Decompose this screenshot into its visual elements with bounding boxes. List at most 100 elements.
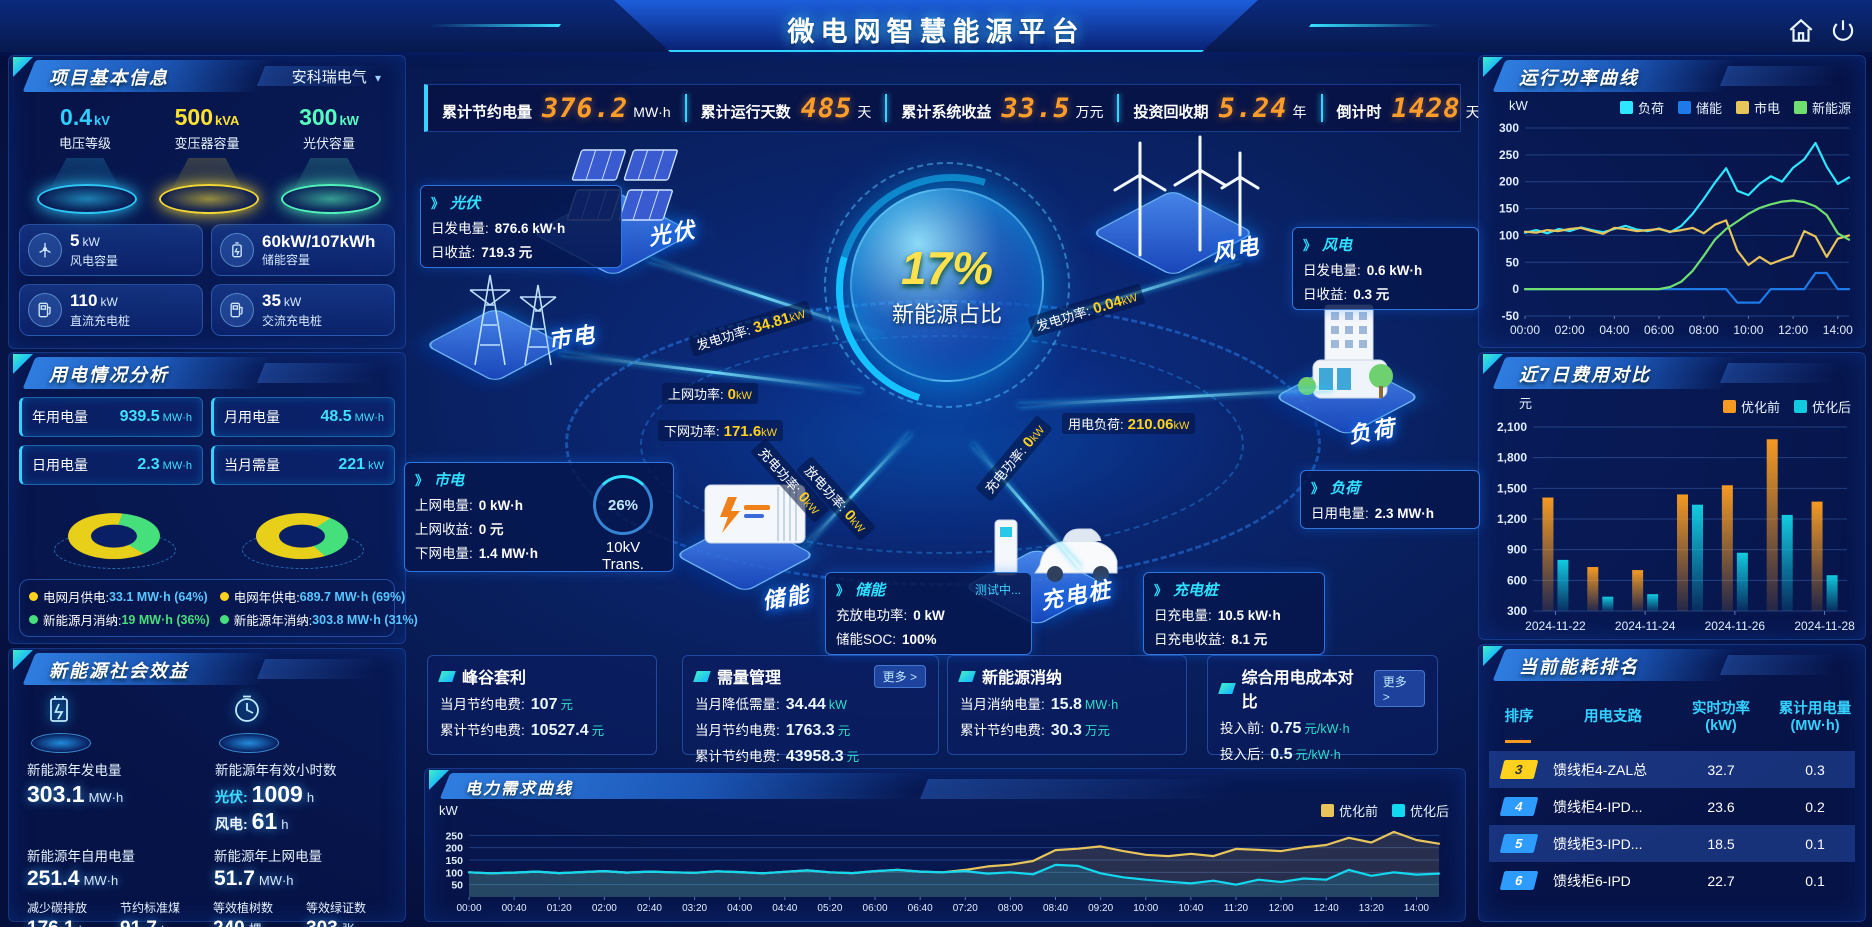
capacity-label: 风电容量: [70, 254, 119, 268]
social-label: 新能源年自用电量: [27, 849, 135, 864]
flow-value: 0: [794, 488, 813, 507]
more-button[interactable]: 更多 >: [1373, 669, 1425, 707]
social-mini-item: 等效植树数 240棵: [213, 897, 302, 927]
spotlight-label: 电压等级: [58, 136, 111, 151]
social-label: 新能源年有效小时数: [215, 763, 337, 778]
svg-text:10:00: 10:00: [1733, 323, 1763, 337]
card-row: 投入前: 0.75 元/kW·h: [1220, 717, 1425, 738]
legend-dot: [219, 592, 229, 601]
usage-stat-unit: kW: [365, 460, 384, 472]
usage-donuts: [19, 495, 395, 571]
capacity-value: 60kW/107kWh: [262, 232, 376, 251]
kpi-divider: [1320, 94, 1323, 122]
box-title: 充电桩: [1173, 582, 1219, 599]
capacity-label: 交流充电桩: [262, 314, 323, 328]
info-row: 上网收益: 0 元: [415, 518, 573, 538]
table-row[interactable]: 3 馈线柜4-ZAL总 32.7 0.3: [1489, 751, 1855, 788]
flow-name: 充电功率:: [755, 444, 804, 497]
beam-load: [1017, 387, 1333, 407]
info-row-label: 日收益:: [431, 245, 476, 260]
svg-text:1,200: 1,200: [1497, 512, 1527, 526]
svg-text:01:20: 01:20: [547, 903, 572, 914]
company-selector[interactable]: 安科瑞电气 ▾: [292, 66, 381, 87]
table-row[interactable]: 4 馈线柜4-IPD... 23.6 0.2: [1489, 788, 1855, 825]
social-value: 251.4 MW·h: [27, 867, 119, 890]
social-benefit-panel: 新能源社会效益 新能源年发电量 303.1 MW·h 新能源年有效小时数 光伏: 1009…: [8, 648, 406, 927]
legend-item: 电网月供电: 33.1 MW·h (64%): [29, 587, 210, 606]
usage-stat-label: 年用电量: [32, 409, 88, 425]
beam-storage: [803, 432, 912, 548]
cost-legend: 优化前 优化后: [1722, 397, 1851, 416]
svg-text:08:00: 08:00: [998, 903, 1023, 914]
branch-name: 馈线柜4-ZAL总: [1553, 761, 1648, 778]
grid-info-box: 》 市电 上网电量: 0 kW·h 上网收益: 0 元下网电量: 1.4 MW·h 26…: [404, 462, 674, 573]
home-button[interactable]: [1786, 16, 1816, 46]
storage-platform: [674, 517, 816, 593]
info-row-value: 876.6 kW·h: [494, 221, 566, 236]
usage-stats: 年用电量 939.5 MW·h 月用电量 48.5 MW·h 日用电量 2.3 MW·h 当…: [19, 397, 395, 485]
table-row[interactable]: 5 馈线柜3-IPD... 18.5 0.1: [1489, 825, 1855, 862]
flow-name: 下网功率:: [664, 424, 720, 439]
social-value: 51.7 MW·h: [214, 867, 294, 890]
kpi-label: 投资回收期: [1133, 103, 1209, 121]
wind-turbines-icon: [1113, 135, 1260, 257]
storage-node-label: 储能: [760, 580, 813, 614]
card-row-value: 107: [530, 696, 558, 713]
card-row: 当月节约电费: 1763.3 元: [695, 719, 926, 740]
card-header: 峰谷套利: [438, 664, 644, 688]
panel-header-tail: [1720, 363, 1841, 383]
info-row-label: 日收益:: [1303, 287, 1348, 302]
capacity-label: 直流充电桩: [70, 314, 131, 328]
flow-unit: kW: [761, 427, 778, 439]
card-row-value: 0.5: [1270, 746, 1293, 763]
panel-header-tail: [920, 779, 1237, 799]
rank-badge: 3: [1499, 760, 1539, 779]
social-big-item: 新能源年有效小时数 光伏: 1009 h 风电: 61 h: [207, 693, 395, 835]
social-value: 91.7t: [120, 918, 209, 927]
ranking-column-header: 实时功率 (kW): [1692, 701, 1750, 734]
card-header: 新能源消纳: [958, 664, 1174, 688]
card-row-value: 15.8: [1050, 696, 1082, 713]
panel-title: 用电情况分析: [49, 365, 169, 385]
pedestal-glow: [31, 733, 91, 753]
table-row[interactable]: 6 馈线柜6-IPD 22.7 0.1: [1489, 862, 1855, 899]
kpi-label: 累计运行天数: [700, 103, 791, 121]
panel-header-tail: [1720, 66, 1841, 86]
card-row-value: 34.44: [785, 696, 826, 713]
card-row: 当月降低需量: 34.44 kW: [695, 693, 926, 714]
legend-value: 303.8 MW·h (31%): [312, 612, 418, 627]
realtime-power: 32.7: [1707, 761, 1735, 778]
card-title: 综合用电成本对比: [1241, 670, 1354, 711]
summary-card: 新能源消纳 当月消纳电量: 15.8 MW·h 累计节约电费: 30.3 万元: [947, 655, 1187, 755]
svg-text:250: 250: [1499, 148, 1519, 162]
more-button[interactable]: 更多 >: [873, 664, 926, 688]
svg-text:900: 900: [1507, 543, 1527, 557]
y-axis-unit: 元: [1519, 396, 1533, 411]
card-row-label: 投入后:: [1220, 747, 1265, 762]
storage-info-box: 》 储能 测试中... 充放电功率: 0 kW 储能SOC: 100%: [825, 572, 1032, 655]
ranking-column-header: 排序: [1504, 709, 1534, 725]
flow-unit: kW: [801, 497, 821, 518]
chevron-down-icon: ▾: [374, 71, 381, 85]
spotlight-pedestal: [159, 184, 259, 214]
kpi-value: 1428: [1391, 92, 1461, 124]
top-bar: 微电网智慧能源平台: [0, 0, 1872, 52]
flow-name: 用电负荷:: [1068, 417, 1124, 432]
beam-grid: [559, 352, 863, 393]
social-label: 减少碳排放: [27, 901, 88, 915]
pv-node-label: 光伏: [646, 216, 699, 250]
svg-text:06:00: 06:00: [863, 903, 888, 914]
social-value: 176.1t: [27, 918, 116, 927]
card-row-label: 当月节约电费:: [440, 697, 525, 712]
power-button[interactable]: [1828, 16, 1858, 46]
panel-title: 近7日费用对比: [1519, 365, 1652, 385]
legend-swatch: [1391, 804, 1405, 817]
svg-text:07:20: 07:20: [953, 903, 978, 914]
svg-text:04:00: 04:00: [727, 903, 752, 914]
card-row: 累计节约电费: 30.3 万元: [960, 719, 1174, 740]
info-row-value: 8.1 元: [1231, 632, 1268, 647]
kpi-divider: [885, 94, 888, 122]
usage-legend: 电网月供电: 33.1 MW·h (64%) 电网年供电: 689.7 MW·h …: [19, 579, 418, 637]
info-row-label: 日用电量:: [1311, 506, 1369, 521]
